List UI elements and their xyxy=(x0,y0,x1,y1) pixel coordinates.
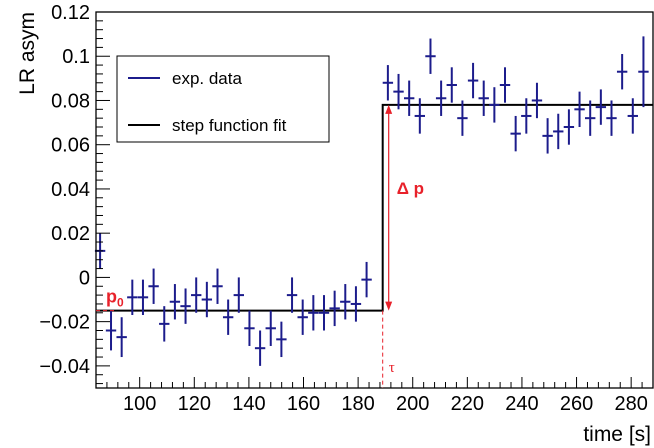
data-point xyxy=(553,113,564,150)
data-point xyxy=(542,118,553,154)
y-axis-label: LR asym xyxy=(16,12,39,95)
delta-p-label: Δ p xyxy=(397,179,424,198)
data-point xyxy=(478,80,489,116)
data-point xyxy=(286,277,298,313)
data-point xyxy=(467,62,479,99)
data-point xyxy=(308,295,319,331)
data-point xyxy=(574,91,585,128)
y-tick-label: −0.04 xyxy=(39,356,90,378)
data-point xyxy=(329,290,340,327)
data-point xyxy=(254,330,266,366)
legend-box xyxy=(116,55,330,143)
data-point xyxy=(510,115,521,152)
p0-label: p0 xyxy=(106,287,124,310)
legend-data-label: exp. data xyxy=(172,69,242,88)
y-tick-label: 0.1 xyxy=(62,46,90,68)
data-point xyxy=(340,284,351,320)
legend-fit-label: step function fit xyxy=(172,116,287,135)
data-point xyxy=(191,277,202,313)
data-point xyxy=(382,65,394,101)
data-point xyxy=(521,98,532,134)
data-point xyxy=(393,73,404,110)
data-point xyxy=(414,98,426,134)
data-point xyxy=(233,277,244,313)
data-point xyxy=(276,321,287,358)
data-point xyxy=(212,268,223,304)
y-tick-label: 0.08 xyxy=(51,90,90,112)
data-point xyxy=(638,36,649,108)
tau-label: τ xyxy=(389,360,395,376)
data-point xyxy=(116,317,127,358)
x-tick-label: 160 xyxy=(287,393,320,415)
delta-p-arrowhead-top xyxy=(385,104,393,114)
delta-p-arrowhead-bottom xyxy=(385,301,393,311)
data-point xyxy=(585,100,596,136)
data-point xyxy=(361,261,372,298)
data-point xyxy=(531,82,543,119)
x-tick-label: 240 xyxy=(505,393,538,415)
data-point xyxy=(563,109,575,145)
legend: exp. data step function fit xyxy=(116,55,330,143)
x-tick-label: 280 xyxy=(614,393,647,415)
y-tick-label: 0.04 xyxy=(51,179,90,201)
data-point xyxy=(446,67,457,103)
data-point xyxy=(201,281,213,318)
data-marks xyxy=(94,36,653,366)
data-point xyxy=(499,67,511,103)
data-point xyxy=(425,38,436,74)
x-tick-label: 260 xyxy=(560,393,593,415)
data-point xyxy=(627,98,638,134)
y-tick-label: 0.02 xyxy=(51,223,90,245)
x-tick-label: 180 xyxy=(341,393,374,415)
data-point xyxy=(489,87,500,123)
data-point xyxy=(127,279,138,316)
data-point xyxy=(265,310,276,346)
x-tick-label: 120 xyxy=(178,393,211,415)
data-point xyxy=(457,100,468,136)
data-point xyxy=(606,100,617,136)
data-point xyxy=(180,288,191,324)
data-point xyxy=(616,54,628,90)
y-tick-label: −0.02 xyxy=(39,312,90,334)
data-point xyxy=(222,299,234,335)
data-point xyxy=(105,310,117,351)
data-point xyxy=(137,279,149,316)
axis-ticks: 100 120 140 160 180 200 220 240 260 280 −0.04 −0.02… xyxy=(39,2,654,415)
y-tick-label: 0 xyxy=(79,267,90,289)
x-axis-label: time [s] xyxy=(583,423,651,446)
data-point xyxy=(169,284,181,320)
data-point xyxy=(350,286,362,322)
data-point xyxy=(159,306,170,342)
x-tick-label: 100 xyxy=(123,393,156,415)
data-point xyxy=(595,89,607,125)
x-tick-label: 220 xyxy=(451,393,484,415)
data-point xyxy=(318,295,330,331)
x-tick-label: 200 xyxy=(396,393,429,415)
y-tick-label: 0.06 xyxy=(51,135,90,157)
plot-frame xyxy=(95,11,654,389)
data-point xyxy=(297,299,308,335)
data-point xyxy=(403,80,415,116)
data-point xyxy=(435,80,447,116)
x-tick-label: 140 xyxy=(232,393,265,415)
data-point xyxy=(244,310,255,346)
p0-subscript: 0 xyxy=(117,296,124,310)
y-tick-label: 0.12 xyxy=(51,2,90,24)
data-point xyxy=(148,268,159,304)
